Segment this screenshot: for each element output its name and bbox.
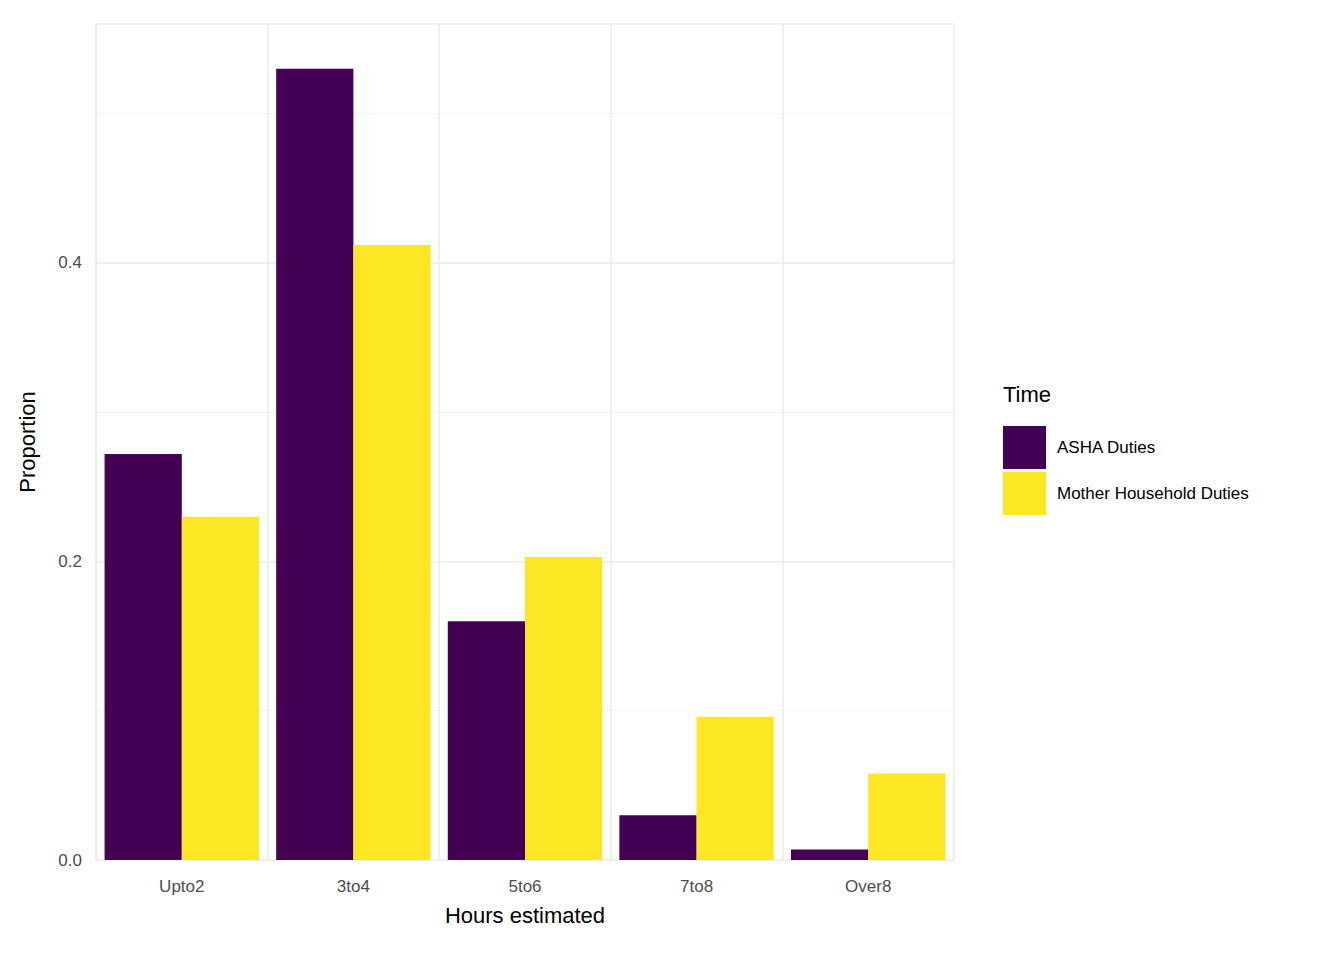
- svg-text:7to8: 7to8: [680, 877, 713, 896]
- svg-text:ASHA Duties: ASHA Duties: [1057, 438, 1155, 457]
- svg-text:3to4: 3to4: [337, 877, 370, 896]
- svg-text:0.4: 0.4: [58, 253, 82, 272]
- svg-text:5to6: 5to6: [508, 877, 541, 896]
- svg-text:Over8: Over8: [845, 877, 891, 896]
- svg-text:Mother Household Duties: Mother Household Duties: [1057, 484, 1249, 503]
- svg-text:Time: Time: [1003, 382, 1051, 407]
- svg-text:Hours estimated: Hours estimated: [445, 903, 605, 928]
- svg-text:0.0: 0.0: [58, 851, 82, 870]
- svg-text:Upto2: Upto2: [159, 877, 204, 896]
- svg-text:Proportion: Proportion: [15, 391, 40, 493]
- svg-text:0.2: 0.2: [58, 552, 82, 571]
